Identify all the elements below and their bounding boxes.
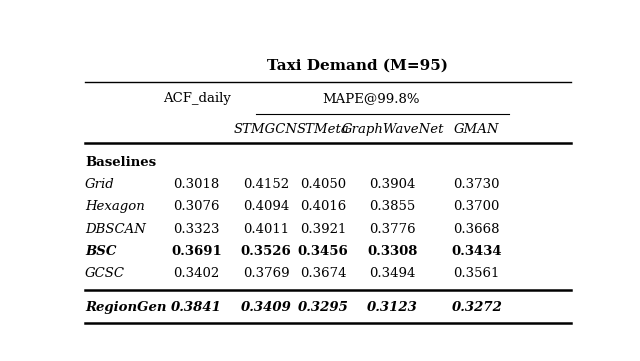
Text: ACF_daily: ACF_daily	[163, 92, 230, 105]
Text: 0.3776: 0.3776	[369, 222, 416, 235]
Text: 0.3769: 0.3769	[243, 267, 289, 280]
Text: 0.3434: 0.3434	[451, 245, 502, 258]
Text: 0.3700: 0.3700	[454, 200, 500, 213]
Text: 0.3295: 0.3295	[298, 301, 348, 314]
Text: DBSCAN: DBSCAN	[85, 222, 146, 235]
Text: 0.3456: 0.3456	[298, 245, 348, 258]
Text: 0.4050: 0.4050	[300, 178, 346, 191]
Text: STMGCN: STMGCN	[234, 123, 298, 136]
Text: STMeta: STMeta	[297, 123, 349, 136]
Text: 0.4094: 0.4094	[243, 200, 289, 213]
Text: Taxi Demand (M=95): Taxi Demand (M=95)	[268, 58, 448, 73]
Text: Baselines: Baselines	[85, 156, 156, 169]
Text: 0.3904: 0.3904	[369, 178, 415, 191]
Text: 0.3691: 0.3691	[171, 245, 222, 258]
Text: 0.3668: 0.3668	[454, 222, 500, 235]
Text: 0.4011: 0.4011	[243, 222, 289, 235]
Text: Hexagon: Hexagon	[85, 200, 145, 213]
Text: GMAN: GMAN	[454, 123, 500, 136]
Text: 0.3730: 0.3730	[454, 178, 500, 191]
Text: GraphWaveNet: GraphWaveNet	[341, 123, 444, 136]
Text: 0.3402: 0.3402	[173, 267, 220, 280]
Text: 0.3076: 0.3076	[173, 200, 220, 213]
Text: GCSC: GCSC	[85, 267, 125, 280]
Text: 0.3855: 0.3855	[369, 200, 415, 213]
Text: 0.3409: 0.3409	[241, 301, 291, 314]
Text: 0.3921: 0.3921	[300, 222, 346, 235]
Text: 0.3123: 0.3123	[367, 301, 418, 314]
Text: 0.3308: 0.3308	[367, 245, 418, 258]
Text: 0.4152: 0.4152	[243, 178, 289, 191]
Text: 0.3018: 0.3018	[173, 178, 220, 191]
Text: BSC: BSC	[85, 245, 116, 258]
Text: 0.3841: 0.3841	[171, 301, 222, 314]
Text: 0.3323: 0.3323	[173, 222, 220, 235]
Text: 0.3526: 0.3526	[241, 245, 291, 258]
Text: Grid: Grid	[85, 178, 115, 191]
Text: 0.3272: 0.3272	[451, 301, 502, 314]
Text: MAPE@99.8%: MAPE@99.8%	[323, 92, 420, 105]
Text: 0.4016: 0.4016	[300, 200, 346, 213]
Text: 0.3494: 0.3494	[369, 267, 415, 280]
Text: RegionGen: RegionGen	[85, 301, 166, 314]
Text: 0.3561: 0.3561	[454, 267, 500, 280]
Text: 0.3674: 0.3674	[300, 267, 346, 280]
